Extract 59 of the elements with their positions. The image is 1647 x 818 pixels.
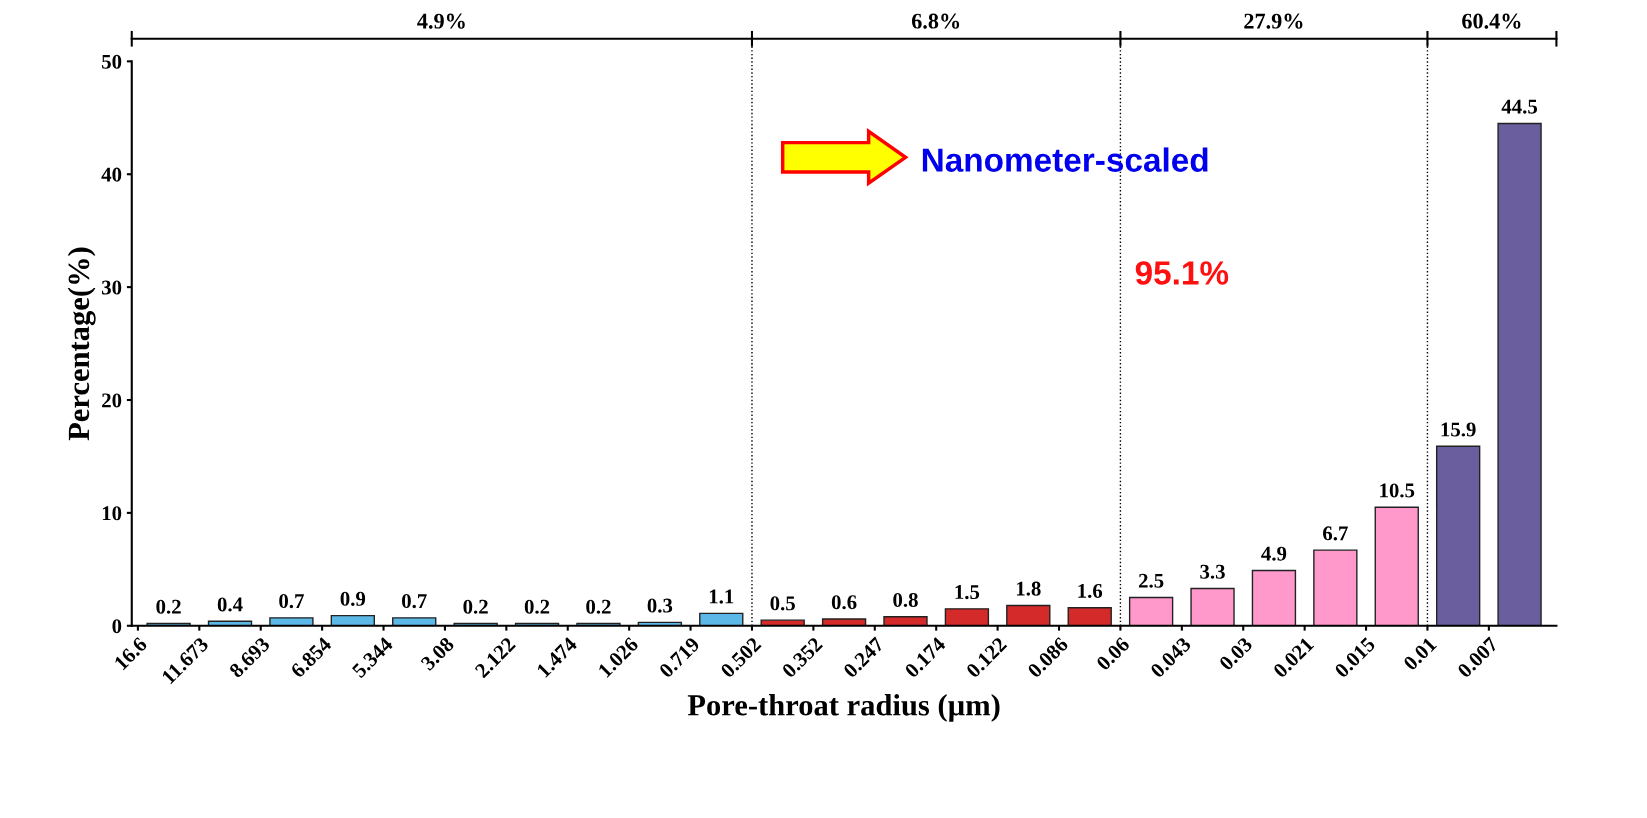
y-tick-label: 40: [101, 167, 122, 182]
bar: [821, 618, 867, 626]
data-label: 0.8: [893, 592, 918, 608]
bar: [1190, 587, 1235, 626]
data-label: 1.8: [1016, 581, 1041, 596]
annotation: Nanometer-scaled: [922, 147, 1208, 172]
y-tick-label: 30: [101, 280, 122, 295]
y-axis-title: Percentage(%): [67, 247, 96, 441]
text: 60.4%: [1462, 13, 1521, 29]
x-tick-label: 3.08: [420, 636, 455, 672]
bar: [330, 614, 376, 626]
y-tick-label: 20: [102, 393, 122, 408]
bar: [1006, 604, 1051, 626]
x-tick-label: 0.01: [1402, 636, 1438, 672]
data-label: 0.7: [402, 594, 427, 609]
data-label: 44.5: [1501, 99, 1538, 114]
data-label: 0.7: [279, 594, 304, 609]
bar: [1067, 607, 1112, 626]
data-label: 0.4: [217, 597, 243, 612]
bar: [1435, 445, 1481, 626]
text: 4.9%: [417, 13, 465, 29]
annotation: 95.1%: [1135, 261, 1229, 285]
data-label: 10.5: [1380, 483, 1415, 498]
data-label: 1.6: [1078, 583, 1103, 599]
bar: [1251, 569, 1297, 626]
x-axis-title: Pore-throat radius (µm): [687, 694, 1000, 722]
data-label: 1.5: [955, 585, 980, 600]
x-tick-label: 0.06: [1095, 636, 1131, 672]
data-label: 0.2: [463, 599, 488, 614]
data-label: 3.3: [1200, 564, 1225, 579]
data-label: 0.5: [770, 596, 795, 611]
data-label: 0.2: [524, 599, 550, 614]
data-label: 0.2: [586, 599, 611, 614]
y-tick-label: 0: [112, 619, 122, 634]
bar: [1128, 596, 1174, 626]
data-label: 0.6: [831, 595, 857, 610]
x-tick-label: 0.03: [1218, 636, 1254, 672]
data-label: 1.1: [709, 589, 734, 604]
data-label: 0.2: [156, 599, 181, 614]
data-label: 0.9: [340, 591, 366, 606]
bar: [1497, 122, 1542, 626]
text: 27.9%: [1244, 13, 1303, 29]
bar: [1313, 549, 1358, 626]
x-tick-label: 16.6: [113, 636, 148, 671]
bar: [392, 617, 437, 626]
bar: [944, 608, 990, 626]
bar: [1374, 506, 1419, 626]
bar: [699, 612, 744, 626]
data-label: 6.7: [1323, 526, 1348, 541]
data-label: 15.9: [1441, 422, 1476, 437]
data-label: 4.9: [1261, 546, 1287, 561]
bar: [883, 616, 928, 626]
data-label: 0.3: [647, 598, 673, 613]
bar: [269, 617, 314, 626]
text: 6.8%: [911, 13, 960, 29]
y-tick-label: 10: [102, 506, 122, 521]
data-label: 2.5: [1138, 573, 1164, 588]
y-tick-label: 50: [102, 54, 122, 69]
bar: [760, 619, 805, 626]
